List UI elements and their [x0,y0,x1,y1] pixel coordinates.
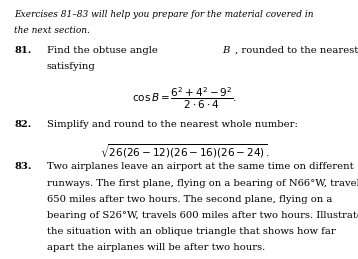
Text: Exercises 81–83 will help you prepare for the material covered in: Exercises 81–83 will help you prepare fo… [14,10,314,19]
Text: the situation with an oblique triangle that shows how far: the situation with an oblique triangle t… [47,227,335,236]
Text: the next section.: the next section. [14,26,90,35]
Text: B: B [222,46,229,55]
Text: Simplify and round to the nearest whole number:: Simplify and round to the nearest whole … [47,120,297,129]
Text: 650 miles after two hours. The second plane, flying on a: 650 miles after two hours. The second pl… [47,195,332,204]
Text: bearing of S26°W, travels 600 miles after two hours. Illustrate: bearing of S26°W, travels 600 miles afte… [47,211,358,220]
Text: $\mathrm{cos}\, B = \dfrac{6^2 + 4^2 - 9^2}{2 \cdot 6 \cdot 4}.$: $\mathrm{cos}\, B = \dfrac{6^2 + 4^2 - 9… [132,86,237,111]
Text: satisfying: satisfying [47,62,95,71]
Text: 81.: 81. [14,46,32,55]
Text: runways. The first plane, flying on a bearing of N66°W, travels: runways. The first plane, flying on a be… [47,178,358,188]
Text: 83.: 83. [14,162,32,171]
Text: $\sqrt{26(26 - 12)(26 - 16)(26 - 24)}.$: $\sqrt{26(26 - 12)(26 - 16)(26 - 24)}.$ [100,142,269,160]
Text: , rounded to the nearest degree,: , rounded to the nearest degree, [235,46,358,55]
Text: apart the airplanes will be after two hours.: apart the airplanes will be after two ho… [47,243,265,252]
Text: Two airplanes leave an airport at the same time on different: Two airplanes leave an airport at the sa… [47,162,353,171]
Text: Find the obtuse angle: Find the obtuse angle [47,46,161,55]
Text: 82.: 82. [14,120,32,129]
